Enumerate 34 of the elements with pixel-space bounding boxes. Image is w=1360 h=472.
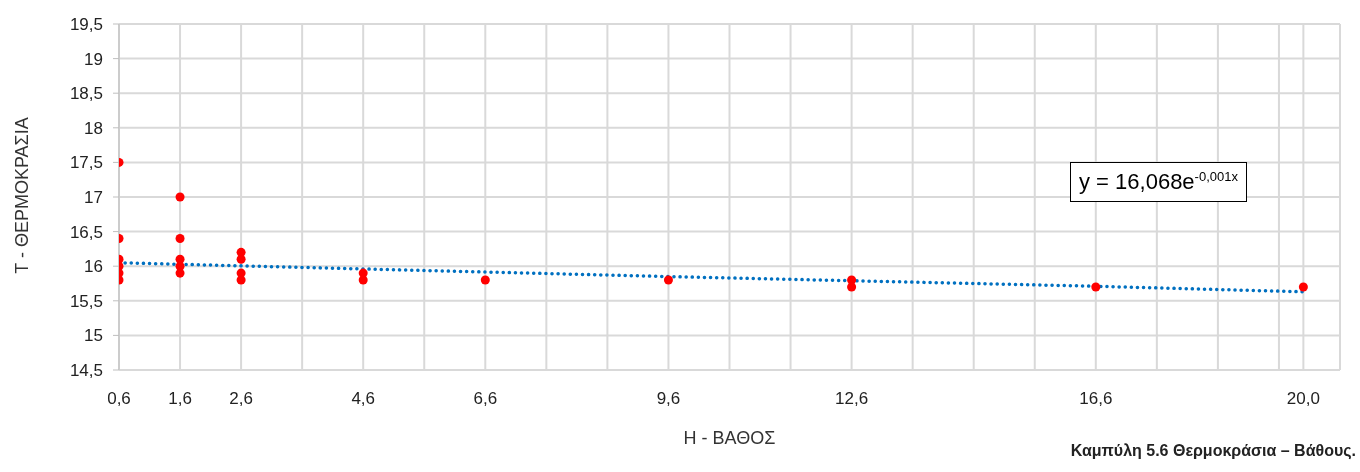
text: Καμπύλη 5.6 Θερμοκράσια – Βάθους. <box>1070 442 1356 460</box>
x-tick-label: 0,6 <box>107 389 131 408</box>
x-tick-label: 4,6 <box>351 389 376 408</box>
y-tick-label: 19,5 <box>69 15 103 34</box>
point <box>847 282 857 292</box>
y-tick-label: 15,5 <box>69 291 103 311</box>
point <box>1298 282 1308 292</box>
y-tick-label: 18 <box>84 118 103 138</box>
x-axis-title: Η - ΒΑΘΟΣ <box>683 428 776 448</box>
x-tick-label: 2,6 <box>229 389 253 408</box>
y-tick-label: 17,5 <box>69 153 103 173</box>
x-tick-label: 20,0 <box>1286 389 1320 408</box>
point <box>175 234 185 244</box>
point <box>175 192 185 202</box>
y-axis-title: Τ - ΘΕΡΜΟΚΡΑΣΙΑ <box>11 116 33 276</box>
x-tick-label: 6,6 <box>473 389 498 408</box>
annotation: y = 16,068e$^{-0,001x}$ <box>1070 162 1247 203</box>
x-tick-label: 12,6 <box>835 389 869 408</box>
y-tick-label: 17 <box>84 188 103 207</box>
y-tick-label: 18,5 <box>69 84 103 104</box>
point <box>663 275 673 285</box>
y-tick-label: 16,5 <box>69 222 103 242</box>
x-tick-label: 1,6 <box>168 389 192 408</box>
y-tick-label: 14,5 <box>69 361 103 380</box>
point <box>236 254 246 264</box>
point <box>480 275 490 285</box>
y-tick-label: 19 <box>84 49 103 69</box>
point <box>1091 282 1101 292</box>
x-tick-label: 16,6 <box>1079 389 1113 408</box>
x-tick-label: 9,6 <box>656 389 681 408</box>
point <box>236 275 246 285</box>
point <box>358 275 368 285</box>
y-tick-label: 16 <box>84 257 103 277</box>
y-tick-label: 15 <box>84 326 103 346</box>
